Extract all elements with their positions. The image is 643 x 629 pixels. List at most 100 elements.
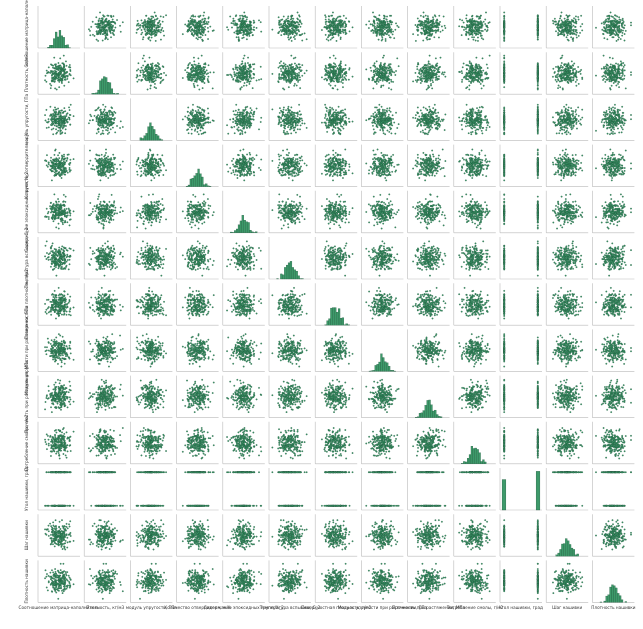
scatter-point — [287, 17, 289, 19]
scatter-point — [149, 31, 151, 33]
scatter-point — [154, 19, 156, 21]
scatter-point — [295, 25, 297, 27]
scatter-point — [204, 26, 206, 28]
scatter-point — [284, 20, 286, 22]
scatter-point — [563, 34, 565, 36]
scatter-point — [160, 39, 162, 41]
scatter-point — [395, 29, 397, 31]
scatter-point — [477, 40, 479, 42]
scatter-point — [503, 17, 505, 19]
scatter-point — [570, 33, 572, 35]
scatter-point — [187, 31, 189, 33]
scatter-point — [194, 33, 196, 35]
scatter-point — [475, 24, 477, 26]
scatter-point — [469, 19, 471, 21]
scatter-point — [160, 32, 162, 34]
scatter-point — [386, 16, 388, 18]
scatter-point — [484, 23, 486, 25]
scatter-point — [200, 37, 202, 39]
scatter-point — [537, 20, 539, 22]
scatter-point — [439, 15, 441, 17]
scatter-point — [622, 18, 624, 20]
scatter-point — [573, 22, 575, 24]
scatter-point — [566, 26, 568, 28]
scatter-point — [379, 23, 381, 25]
scatter-point — [478, 21, 480, 23]
scatter-point — [348, 21, 350, 23]
scatter-point — [556, 26, 558, 28]
scatter-point — [108, 20, 110, 22]
scatter-point — [379, 33, 381, 35]
scatter-point — [199, 20, 201, 22]
scatter-point — [246, 34, 248, 36]
scatter-point — [415, 24, 417, 26]
scatter-point — [112, 25, 114, 27]
scatter-point — [56, 89, 58, 91]
scatter-point — [325, 23, 327, 25]
scatter-point — [376, 18, 378, 20]
scatter-point — [143, 22, 145, 24]
scatter-point — [381, 35, 383, 37]
scatter-point — [342, 30, 344, 32]
scatter-point — [612, 21, 614, 23]
scatter-point — [425, 15, 427, 17]
scatter-point — [142, 32, 144, 34]
scatter-point — [256, 27, 258, 29]
scatter-point — [48, 67, 50, 69]
scatter-point — [419, 25, 421, 27]
scatter-point — [385, 38, 387, 40]
scatter-point — [326, 28, 328, 30]
histogram-bar — [65, 45, 67, 48]
scatter-point — [197, 29, 199, 31]
scatter-point — [90, 35, 92, 37]
scatter-point — [430, 34, 432, 36]
scatter-point — [64, 68, 66, 70]
scatter-point — [51, 71, 53, 73]
scatter-point — [111, 28, 113, 30]
scatter-point — [478, 32, 480, 34]
scatter-point — [279, 20, 281, 22]
scatter-point — [482, 30, 484, 32]
scatter-point — [602, 29, 604, 31]
scatter-point — [553, 23, 555, 25]
scatter-point — [442, 30, 444, 32]
scatter-point — [384, 24, 386, 26]
scatter-point — [231, 27, 233, 29]
scatter-point — [573, 29, 575, 31]
scatter-point — [279, 31, 281, 33]
scatter-point — [50, 85, 52, 87]
scatter-point — [465, 28, 467, 30]
scatter-point — [332, 25, 334, 27]
histogram-bar — [49, 45, 51, 48]
scatter-point — [59, 73, 61, 75]
scatter-point — [251, 25, 253, 27]
scatter-point — [477, 24, 479, 26]
scatter-point — [297, 27, 299, 29]
scatter-point — [226, 26, 228, 28]
scatter-point — [564, 21, 566, 23]
scatter-point — [210, 26, 212, 28]
scatter-point — [151, 34, 153, 36]
scatter-point — [258, 20, 260, 22]
scatter-point — [108, 29, 110, 31]
scatter-point — [604, 37, 606, 39]
scatter-point — [612, 36, 614, 38]
scatter-point — [338, 24, 340, 26]
scatter-point — [205, 34, 207, 36]
scatter-point — [467, 21, 469, 23]
scatter-point — [51, 81, 53, 83]
scatter-point — [102, 17, 104, 19]
scatter-point — [45, 75, 47, 77]
scatter-point — [335, 32, 337, 34]
scatter-point — [606, 27, 608, 29]
scatter-point — [612, 23, 614, 25]
scatter-point — [487, 29, 489, 31]
scatter-point — [433, 26, 435, 28]
scatter-point — [485, 25, 487, 27]
scatter-point — [304, 33, 306, 35]
scatter-point — [146, 23, 148, 25]
scatter-point — [97, 40, 99, 42]
scatter-point — [340, 20, 342, 22]
scatter-point — [196, 32, 198, 34]
scatter-point — [293, 36, 295, 38]
